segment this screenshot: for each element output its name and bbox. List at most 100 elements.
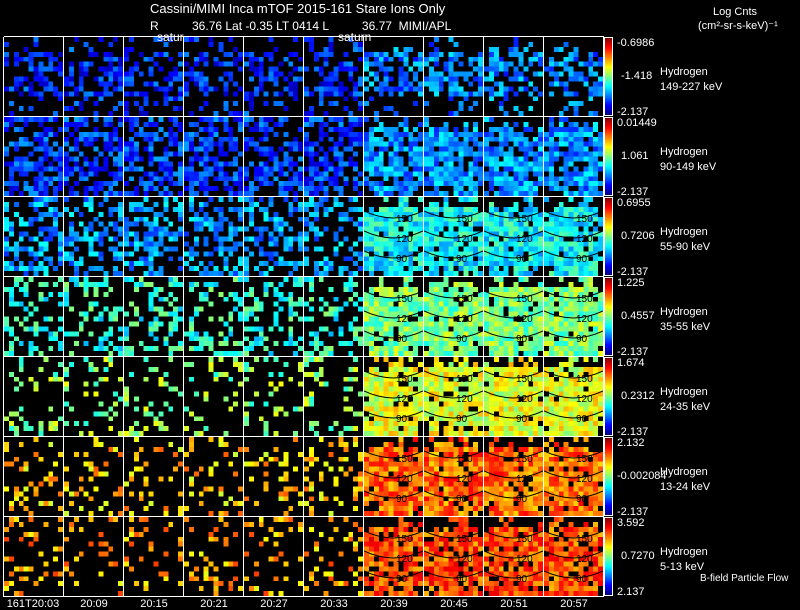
contour-label: 90	[396, 494, 408, 505]
contour-arc	[424, 250, 483, 259]
time-tick-label: 20:09	[80, 598, 108, 610]
contour-arc	[544, 210, 603, 219]
contour-label: 90	[516, 254, 528, 265]
heatmap-panel: 150 120 90	[484, 357, 543, 436]
heatmap-panel	[124, 277, 183, 356]
heatmap-panel	[244, 117, 303, 196]
heatmap-image	[244, 517, 303, 596]
pitch-angle-contours: 150 120 90	[424, 450, 483, 505]
heatmap-image	[64, 37, 123, 116]
contour-arc	[424, 370, 483, 379]
contour-label: 120	[516, 554, 533, 565]
contour-arc	[364, 530, 423, 539]
heatmap-image	[544, 517, 603, 596]
contour-label: 90	[456, 414, 468, 425]
time-tick-label: 20:57	[560, 598, 588, 610]
heatmap-panel	[4, 277, 63, 356]
contour-label: 150	[396, 294, 413, 305]
heatmap-panel	[64, 277, 123, 356]
species-label: Hydrogen 55-90 keV	[660, 225, 710, 255]
heatmap-panel: 150 120 90	[484, 517, 543, 596]
heatmap-image	[484, 197, 543, 276]
contour-label: 90	[456, 334, 468, 345]
contour-label: 150	[516, 454, 533, 465]
colorbar	[604, 517, 613, 596]
heatmap-panel	[184, 117, 243, 196]
contour-arc	[424, 230, 483, 239]
colorbar-mid: 0.4557	[621, 310, 655, 322]
contour-label: 90	[576, 574, 588, 585]
footer-note: B-field Particle Flow	[700, 573, 789, 584]
energy-range: 13-24 keV	[660, 481, 711, 493]
grid-line	[123, 37, 124, 597]
heatmap-image	[424, 437, 483, 516]
heatmap-image	[304, 37, 363, 116]
heatmap-image	[244, 357, 303, 436]
contour-label: 90	[516, 414, 528, 425]
pitch-angle-contours: 150 120 90	[484, 450, 543, 505]
time-tick-label: 161T20:03	[6, 598, 60, 610]
colorbar-min: -2.137	[617, 426, 649, 438]
contour-arc	[364, 230, 423, 239]
heatmap-image	[484, 517, 543, 596]
pitch-angle-contours: 150 120 90	[544, 450, 603, 505]
colorbar-min: -2.137	[617, 346, 649, 358]
contour-arc	[484, 530, 543, 539]
time-tick-label: 20:51	[500, 598, 528, 610]
heatmap-image	[484, 437, 543, 516]
species-name: Hydrogen	[660, 546, 708, 558]
contour-arc	[484, 330, 543, 339]
grid-line	[303, 37, 304, 597]
contour-label: 90	[576, 414, 588, 425]
colorbar	[604, 437, 613, 516]
contour-arc	[484, 310, 543, 319]
pitch-angle-contours: 150 120 90	[424, 290, 483, 345]
heatmap-panel	[64, 37, 123, 116]
contour-label: 90	[516, 334, 528, 345]
contour-label: 150	[516, 294, 533, 305]
heatmap-panel: 150 120 90	[364, 197, 423, 276]
pitch-angle-contours: 150 120 90	[424, 210, 483, 265]
colorbar	[604, 357, 613, 436]
contour-arc	[424, 210, 483, 219]
contour-label: 120	[456, 554, 473, 565]
heatmap-panel	[4, 357, 63, 436]
colorbar-min: -2.137	[617, 506, 649, 518]
contour-label: 120	[456, 394, 473, 405]
heatmap-image	[184, 517, 243, 596]
pitch-angle-contours: 150 120 90	[364, 530, 423, 585]
contour-arc	[364, 210, 423, 219]
heatmap-image	[364, 197, 423, 276]
heatmap-image	[184, 277, 243, 356]
heatmap-panel	[244, 357, 303, 436]
species-label: Hydrogen 13-24 keV	[660, 465, 710, 495]
contour-arc	[484, 470, 543, 479]
heatmap-panel	[304, 357, 363, 436]
heatmap-panel	[64, 357, 123, 436]
colorbar	[604, 37, 613, 116]
contour-label: 90	[396, 334, 408, 345]
contour-arc	[424, 570, 483, 579]
species-name: Hydrogen	[660, 306, 708, 318]
contour-arc	[424, 390, 483, 399]
grid-line	[243, 37, 244, 597]
heatmap-panel	[4, 117, 63, 196]
colorbar	[604, 117, 613, 196]
contour-arc	[484, 210, 543, 219]
species-label: Hydrogen 149-227 keV	[660, 65, 722, 95]
heatmap-image	[304, 437, 363, 516]
contour-arc	[544, 370, 603, 379]
pitch-angle-contours: 150 120 90	[364, 210, 423, 265]
units-label-2: (cm²-sr-s-keV)⁻¹	[698, 20, 778, 32]
contour-label: 150	[576, 374, 593, 385]
contour-arc	[364, 450, 423, 459]
heatmap-image	[424, 37, 483, 116]
time-tick-label: 20:21	[200, 598, 228, 610]
contour-arc	[424, 290, 483, 299]
pitch-angle-contours: 150 120 90	[484, 210, 543, 265]
heatmap-panel	[184, 277, 243, 356]
contour-arc	[544, 410, 603, 419]
grid-line	[363, 37, 364, 597]
heatmap-image	[424, 277, 483, 356]
heatmap-panel	[64, 197, 123, 276]
